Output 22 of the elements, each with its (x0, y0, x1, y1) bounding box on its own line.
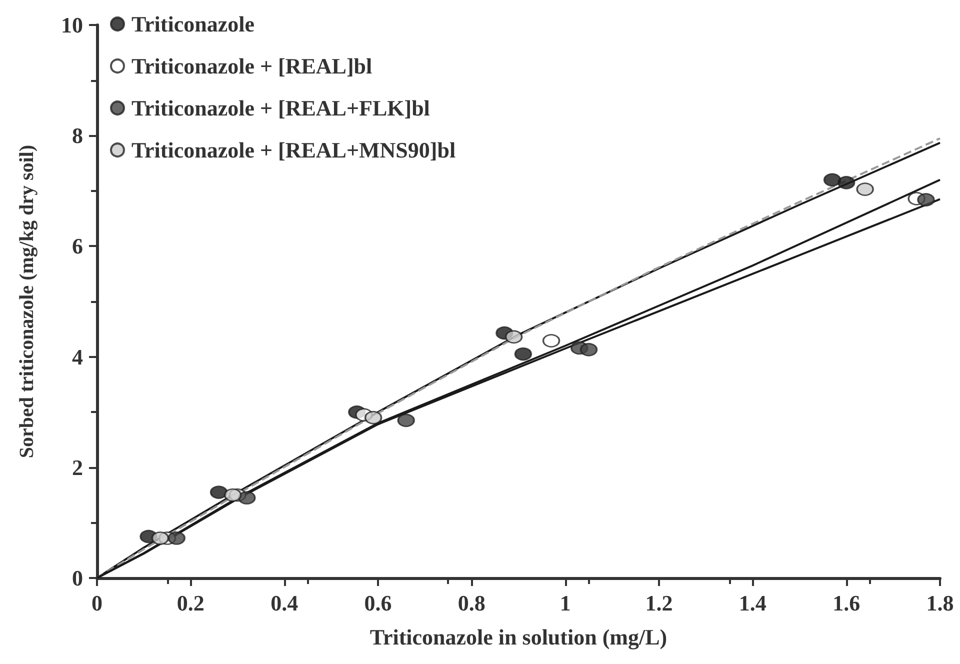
y-tick-label: 4 (72, 344, 83, 370)
y-tick-label: 10 (61, 12, 83, 38)
y-tick-label: 8 (72, 123, 83, 148)
legend-label: Triticonazole (132, 12, 255, 36)
y-tick-label: 0 (72, 566, 83, 590)
x-tick-label: 0.8 (458, 590, 486, 616)
y-axis-title: Sorbed triticonazole (mg/kg dry soil) (16, 144, 38, 458)
y-tick-label: 2 (72, 454, 83, 480)
legend-label: Triticonazole + [REAL+FLK]bl (132, 96, 430, 120)
x-tick-label: 0.4 (270, 590, 298, 616)
legend-label: Triticonazole + [REAL+MNS90]bl (132, 138, 456, 162)
x-axis-title: Triticonazole in solution (mg/L) (370, 624, 668, 650)
x-tick-label: 1.2 (645, 590, 673, 616)
x-tick-label: 0.2 (176, 590, 204, 616)
x-tick-label: 1.6 (832, 590, 860, 616)
x-tick-label: 1.8 (926, 590, 954, 616)
legend-label: Triticonazole + [REAL]bl (132, 54, 372, 78)
x-tick-label: 1.4 (738, 590, 766, 616)
x-tick-label: 0.6 (364, 590, 392, 616)
y-tick-label: 6 (72, 234, 83, 259)
x-tick-label: 1 (560, 590, 571, 616)
x-tick-label: 0 (92, 590, 102, 616)
